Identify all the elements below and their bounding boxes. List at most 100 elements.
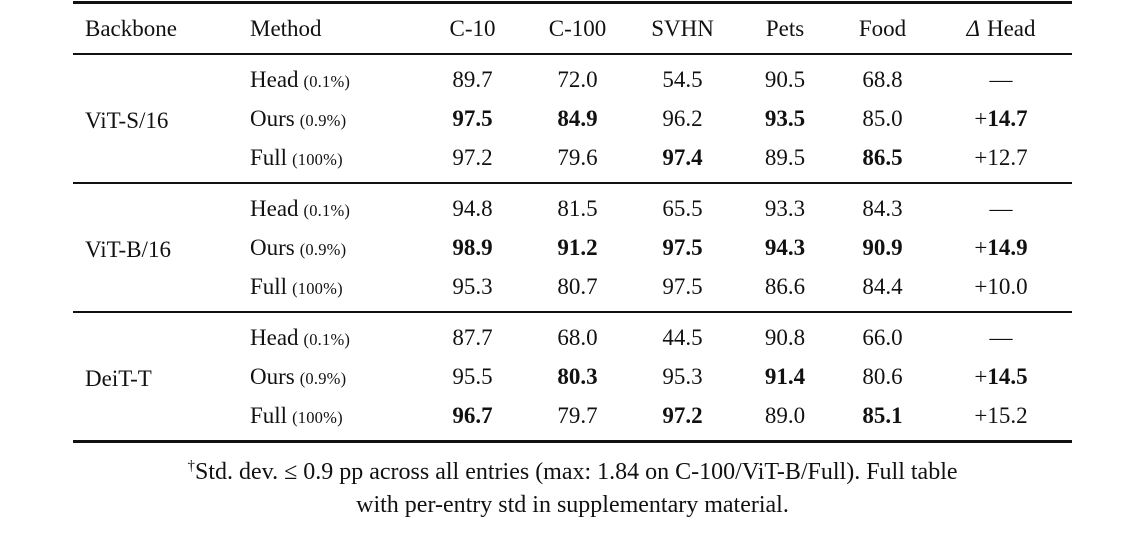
footnote-line-2: with per-entry std in supplementary mate… — [0, 489, 1145, 522]
score-cell: 65.5 — [662, 195, 703, 221]
score-cell: 90.8 — [764, 324, 806, 350]
delta-cell: +10.0 — [930, 267, 1072, 312]
score-cell: 91.4 — [764, 363, 806, 389]
score-cell: 97.5 — [662, 234, 703, 260]
param-pct-label: (0.1%) — [303, 200, 351, 220]
score-cell: 97.2 — [662, 402, 703, 428]
delta-value: 14.5 — [987, 363, 1028, 389]
table-row: Full (100%) 95.3 80.7 97.5 86.6 84.4 +10.… — [73, 267, 1072, 312]
score-cell: 97.4 — [662, 144, 703, 170]
dagger-marker: † — [187, 458, 195, 474]
score-cell: 95.3 — [452, 273, 493, 299]
method-label: Head — [250, 66, 299, 92]
backbone-cell: DeiT-T — [85, 366, 152, 391]
score-cell: 84.9 — [557, 105, 598, 131]
col-header-c10: C-10 — [449, 15, 496, 41]
score-cell: 91.2 — [557, 234, 598, 260]
group-vit-s16: ViT-S/16 Head (0.1%) 89.7 72.0 54.5 90.5 … — [73, 54, 1072, 183]
delta-value: 14.7 — [987, 105, 1028, 131]
score-cell: 95.3 — [662, 363, 703, 389]
group-deit-t: DeiT-T Head (0.1%) 87.7 68.0 44.5 90.8 66… — [73, 312, 1072, 442]
score-cell: 68.8 — [862, 66, 903, 92]
delta-sign: + — [974, 105, 988, 131]
score-cell: 85.0 — [862, 105, 903, 131]
method-cell: Ours (0.9%) — [250, 357, 420, 396]
method-cell: Ours (0.9%) — [250, 228, 420, 267]
col-header-svhn: SVHN — [651, 15, 714, 41]
score-cell: 66.0 — [862, 324, 903, 350]
col-header-delta-head: Δ Head — [930, 3, 1072, 55]
score-cell: 86.6 — [764, 273, 806, 299]
score-cell: 89.0 — [764, 402, 806, 428]
method-cell: Head (0.1%) — [250, 54, 420, 99]
delta-sign: + — [974, 144, 988, 170]
delta-cell: +12.7 — [930, 138, 1072, 183]
table-footnote: †Std. dev. ≤ 0.9 pp across all entries (… — [0, 456, 1145, 522]
score-cell: 96.2 — [662, 105, 703, 131]
col-header-backbone: Backbone — [85, 15, 177, 41]
method-label: Head — [250, 195, 299, 221]
score-cell: 84.4 — [862, 273, 903, 299]
delta-cell: +14.5 — [930, 357, 1072, 396]
table-wrapper: Backbone Method C-10 C-100 SVHN Pets Foo… — [73, 1, 1072, 443]
method-label: Ours — [250, 234, 295, 260]
score-cell: 97.5 — [662, 273, 703, 299]
delta-cell: +15.2 — [930, 396, 1072, 442]
score-cell: 72.0 — [557, 66, 598, 92]
score-cell: 95.5 — [452, 363, 493, 389]
delta-symbol: Δ — [966, 15, 980, 41]
score-cell: 93.5 — [764, 105, 806, 131]
method-cell: Full (100%) — [250, 396, 420, 442]
method-cell: Full (100%) — [250, 267, 420, 312]
score-cell: 54.5 — [662, 66, 703, 92]
score-cell: 97.5 — [452, 105, 493, 131]
score-cell: 89.5 — [764, 144, 806, 170]
col-header-pets: Pets — [765, 15, 805, 41]
backbone-cell: ViT-S/16 — [85, 108, 169, 133]
score-cell: 97.2 — [452, 144, 493, 170]
param-pct-label: (100%) — [292, 278, 343, 298]
delta-value: 14.9 — [987, 234, 1028, 260]
method-label: Ours — [250, 363, 295, 389]
score-cell: 90.9 — [862, 234, 903, 260]
footnote-text-2: with per-entry std in supplementary mate… — [356, 492, 789, 518]
table-row: Full (100%) 97.2 79.6 97.4 89.5 86.5 +12.… — [73, 138, 1072, 183]
delta-cell: — — [930, 54, 1072, 99]
delta-cell: +14.9 — [930, 228, 1072, 267]
delta-value: — — [989, 324, 1013, 350]
footnote-text-1: Std. dev. ≤ 0.9 pp across all entries (m… — [194, 459, 958, 485]
delta-value: 10.0 — [987, 273, 1028, 299]
param-pct-label: (0.9%) — [299, 239, 347, 259]
score-cell: 90.5 — [764, 66, 806, 92]
table-row: Ours (0.9%) 97.5 84.9 96.2 93.5 85.0 +14.… — [73, 99, 1072, 138]
score-cell: 80.7 — [557, 273, 598, 299]
score-cell: 96.7 — [452, 402, 493, 428]
method-label: Head — [250, 324, 299, 350]
table-row: DeiT-T Head (0.1%) 87.7 68.0 44.5 90.8 66… — [73, 312, 1072, 392]
score-cell: 93.3 — [764, 195, 806, 221]
method-label: Ours — [250, 105, 295, 131]
table-row: Full (100%) 96.7 79.7 97.2 89.0 85.1 +15.… — [73, 396, 1072, 442]
delta-sign: + — [974, 402, 988, 428]
table-header-row: Backbone Method C-10 C-100 SVHN Pets Foo… — [73, 3, 1072, 55]
delta-sign: + — [974, 273, 988, 299]
score-cell: 94.3 — [764, 234, 806, 260]
param-pct-label: (0.9%) — [299, 110, 347, 130]
delta-sign: + — [974, 363, 988, 389]
backbone-cell: ViT-B/16 — [85, 237, 171, 262]
table-row: Ours (0.9%) 95.5 80.3 95.3 91.4 80.6 +14.… — [73, 357, 1072, 396]
score-cell: 79.7 — [557, 402, 598, 428]
method-label: Full — [250, 144, 288, 170]
col-header-method: Method — [250, 15, 322, 41]
param-pct-label: (0.1%) — [303, 329, 351, 349]
table-row: ViT-B/16 Head (0.1%) 94.8 81.5 65.5 93.3 … — [73, 183, 1072, 263]
delta-value: — — [989, 66, 1013, 92]
table-row: Ours (0.9%) 98.9 91.2 97.5 94.3 90.9 +14.… — [73, 228, 1072, 267]
score-cell: 98.9 — [452, 234, 493, 260]
param-pct-label: (0.9%) — [299, 368, 347, 388]
table-row: ViT-S/16 Head (0.1%) 89.7 72.0 54.5 90.5 … — [73, 54, 1072, 134]
col-header-c100: C-100 — [548, 15, 607, 41]
results-table: Backbone Method C-10 C-100 SVHN Pets Foo… — [73, 1, 1072, 443]
method-cell: Head (0.1%) — [250, 312, 420, 357]
